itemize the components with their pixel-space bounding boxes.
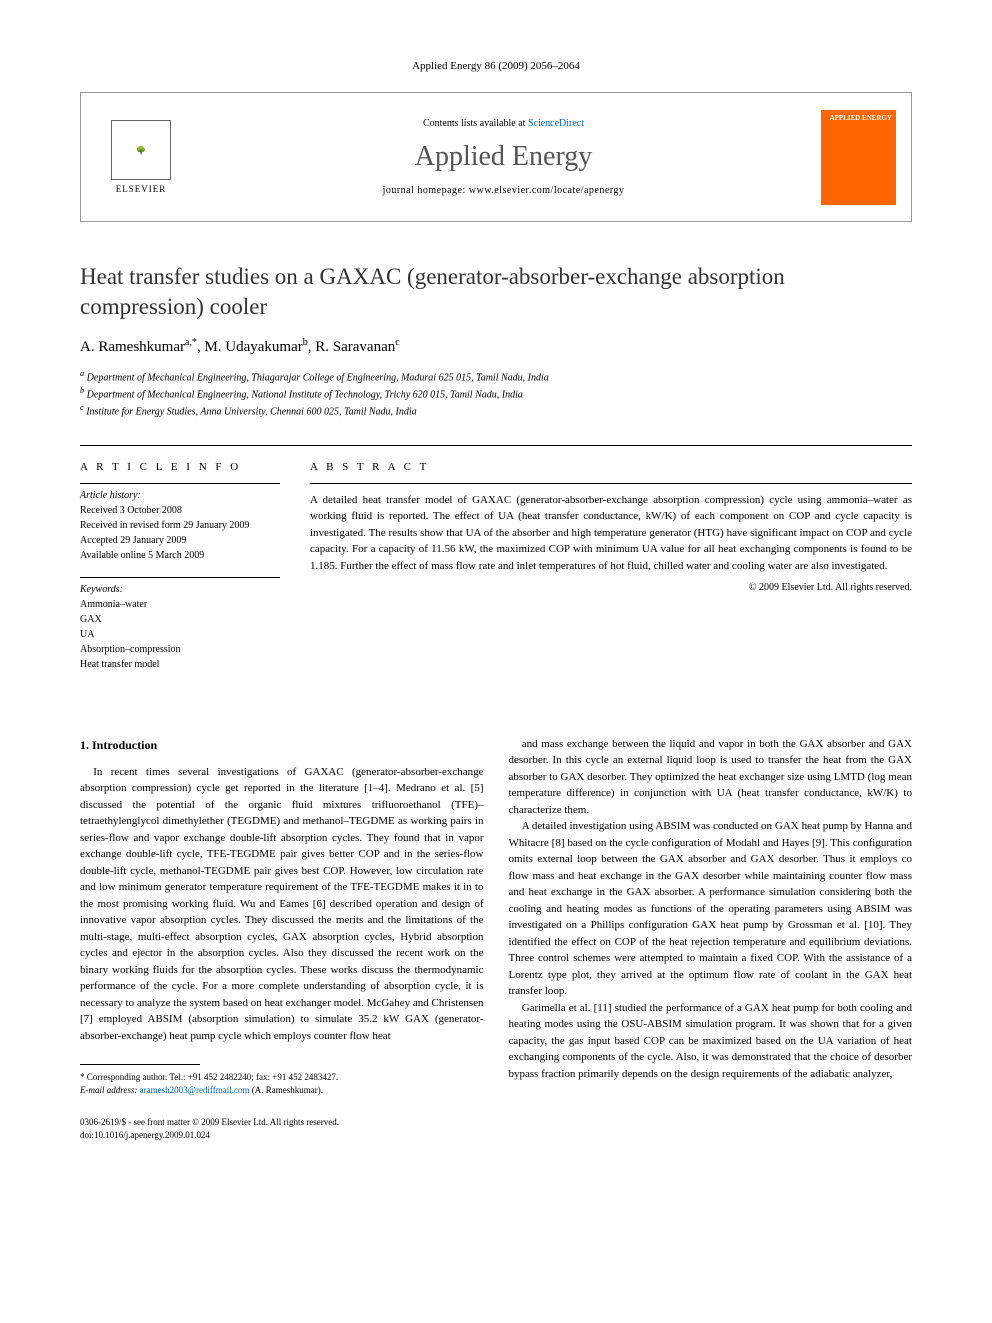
author: M. Udayakumarb — [204, 339, 307, 355]
author-list: A. Rameshkumara,*, M. Udayakumarb, R. Sa… — [80, 337, 912, 356]
abstract-heading: A B S T R A C T — [310, 461, 912, 473]
abstract-text: A detailed heat transfer model of GAXAC … — [310, 483, 912, 575]
body-paragraph: A detailed investigation using ABSIM was… — [509, 818, 913, 1000]
journal-name: Applied Energy — [186, 141, 821, 173]
email-footnote: E-mail address: aramesh2003@rediffmail.c… — [80, 1084, 484, 1097]
article-info-heading: A R T I C L E I N F O — [80, 461, 280, 473]
author-email-link[interactable]: aramesh2003@rediffmail.com — [140, 1085, 250, 1095]
journal-reference: Applied Energy 86 (2009) 2056–2064 — [80, 60, 912, 72]
body-paragraph: Garimella et al. [11] studied the perfor… — [509, 1000, 913, 1083]
copyright-line: © 2009 Elsevier Ltd. All rights reserved… — [310, 582, 912, 593]
elsevier-tree-icon: 🌳 — [111, 120, 171, 180]
author: A. Rameshkumara,* — [80, 339, 197, 355]
abstract-column: A B S T R A C T A detailed heat transfer… — [310, 461, 912, 686]
author: R. Saravananc — [315, 339, 399, 355]
journal-cover-thumbnail: APPLIED ENERGY — [821, 110, 896, 205]
journal-header: 🌳 ELSEVIER Contents lists available at S… — [80, 92, 912, 222]
sciencedirect-link[interactable]: ScienceDirect — [528, 118, 584, 129]
article-body: 1. Introduction In recent times several … — [80, 736, 912, 1097]
corresponding-author-footnote: * Corresponding author. Tel.: +91 452 24… — [80, 1071, 484, 1084]
publisher-logo: 🌳 ELSEVIER — [96, 107, 186, 207]
body-column-left: 1. Introduction In recent times several … — [80, 736, 484, 1097]
article-history: Article history: Received 3 October 2008… — [80, 483, 280, 563]
keywords-block: Keywords: Ammonia–water GAX UA Absorptio… — [80, 577, 280, 672]
article-info-sidebar: A R T I C L E I N F O Article history: R… — [80, 461, 280, 686]
doi-line: doi:10.1016/j.apenergy.2009.01.024 — [80, 1129, 339, 1142]
article-title: Heat transfer studies on a GAXAC (genera… — [80, 262, 912, 322]
contents-available-line: Contents lists available at ScienceDirec… — [186, 118, 821, 129]
front-matter-line: 0306-2619/$ - see front matter © 2009 El… — [80, 1116, 339, 1129]
affiliation: c Institute for Energy Studies, Anna Uni… — [80, 402, 912, 419]
journal-homepage: journal homepage: www.elsevier.com/locat… — [186, 185, 821, 196]
body-paragraph: In recent times several investigations o… — [80, 764, 484, 1045]
affiliation: b Department of Mechanical Engineering, … — [80, 385, 912, 402]
body-paragraph: and mass exchange between the liquid and… — [509, 736, 913, 819]
body-column-right: and mass exchange between the liquid and… — [509, 736, 913, 1097]
affiliations: a Department of Mechanical Engineering, … — [80, 368, 912, 420]
publisher-name: ELSEVIER — [116, 184, 167, 194]
affiliation: a Department of Mechanical Engineering, … — [80, 368, 912, 385]
section-heading: 1. Introduction — [80, 736, 484, 754]
footnote-separator — [80, 1064, 200, 1065]
page-footer: 0306-2619/$ - see front matter © 2009 El… — [80, 1116, 912, 1141]
